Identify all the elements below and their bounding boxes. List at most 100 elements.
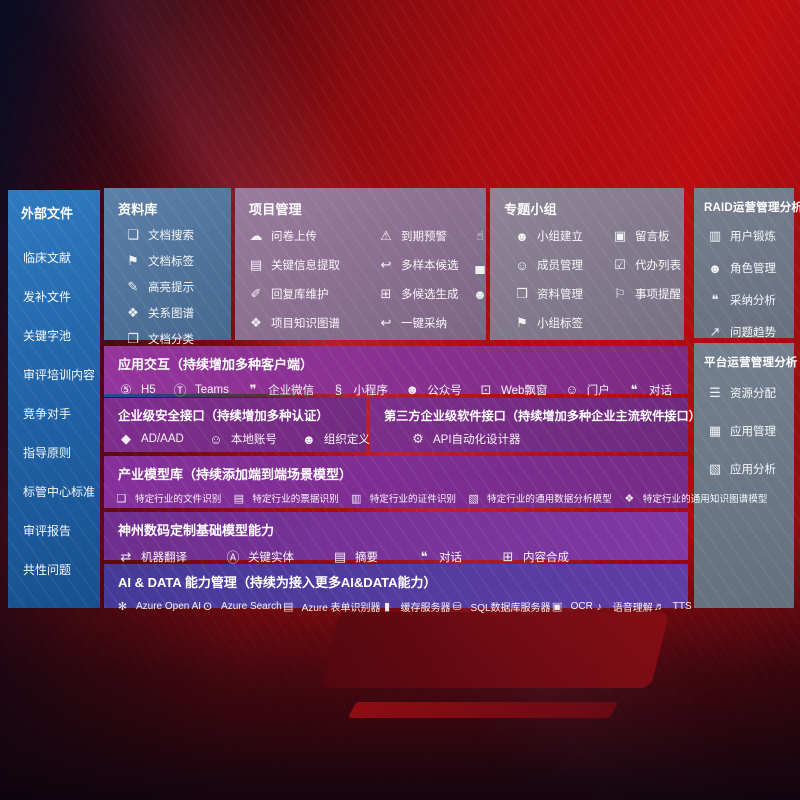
item-label: 内容合成	[523, 551, 569, 564]
item-sql-server[interactable]: ⛁ SQL数据库服务器	[451, 599, 550, 614]
item-doc-tags[interactable]: ⚑ 文档标签	[125, 253, 231, 269]
grid-plus-icon: ⊞	[502, 548, 514, 564]
item-key-info-extract[interactable]: ▤ 关键信息提取	[248, 257, 378, 273]
item-dialog[interactable]: ❝ 对话	[626, 381, 673, 398]
item-todo-list[interactable]: ☑ 代办列表	[612, 257, 684, 273]
item-doc-classify[interactable]: ❐ 文档分类	[125, 331, 231, 347]
item-summary[interactable]: ▤ 摘要	[332, 549, 378, 565]
item-label: Teams	[194, 383, 229, 396]
extract-doc-icon: ▤	[249, 257, 263, 272]
thirdparty-software-row: 第三方企业级软件接口（持续增加多种企业主流软件接口） ⚙ API自动化设计器	[370, 398, 701, 452]
item-cache-server[interactable]: ▮ 缓存服务器	[381, 599, 451, 614]
item-reminders[interactable]: ⚐ 事项提醒	[612, 286, 684, 302]
item-expiry-alert[interactable]: ⚠ 到期预警	[378, 228, 472, 244]
sidebar-item-keyword-pool[interactable]: 关键字池	[23, 327, 100, 344]
item-industry-receipt-recog[interactable]: ▤ 特定行业的票据识别	[232, 491, 339, 506]
item-web-popup[interactable]: ⊡ Web飘窗	[478, 382, 548, 398]
item-group-tags[interactable]: ⚑ 小组标签	[514, 315, 612, 331]
item-doc-search[interactable]: ❏ 文档搜索	[125, 227, 231, 243]
item-one-click-adopt[interactable]: ↩ 一键采纳	[378, 315, 472, 331]
item-ocr[interactable]: ▣ OCR	[551, 600, 593, 613]
item-org-define[interactable]: ☻ 组织定义	[301, 431, 370, 447]
sidebar-item-review-reports[interactable]: 审评报告	[23, 522, 100, 539]
item-content-synthesis[interactable]: ⊞ 内容合成	[500, 549, 569, 565]
item-highlight-tip[interactable]: ✎ 高亮提示	[125, 279, 231, 295]
item-label: API自动化设计器	[433, 434, 521, 446]
item-label: 组织定义	[323, 434, 370, 446]
sidebar-item-supplement-files[interactable]: 发补文件	[23, 288, 100, 305]
thirdparty-items: ⚙ API自动化设计器	[370, 424, 688, 447]
item-label: 缓存服务器	[400, 603, 451, 614]
item-user-training[interactable]: ▥ 用户锻炼	[707, 228, 794, 244]
org-people-icon: ☻	[301, 431, 316, 447]
item-industry-data-model[interactable]: ▧ 特定行业的通用数据分析模型	[467, 491, 611, 506]
item-ad-aad[interactable]: ◆ AD/AAD	[118, 431, 184, 447]
item-app-manage[interactable]: ▦ 应用管理	[707, 423, 794, 439]
item-group-create[interactable]: ☻ 小组建立	[514, 228, 612, 244]
tag-icon: ⚑	[516, 315, 528, 330]
item-message-board[interactable]: ▣ 留言板	[612, 228, 684, 244]
industry-models-row: 产业模型库（持续添加端到端场景模型） ❏ 特定行业的文件识别 ▤ 特定行业的票据识别 ▥…	[104, 456, 767, 508]
item-h5[interactable]: ⑤ H5	[118, 382, 156, 398]
item-multi-sample[interactable]: ↩ 多样本候选	[378, 257, 472, 273]
item-label: 留言板	[635, 231, 670, 243]
item-machine-translation[interactable]: ⇄ 机器翻译	[118, 549, 187, 565]
bbs-board-icon: ▣	[613, 228, 627, 243]
item-issue-trend[interactable]: ↗ 问题趋势	[707, 324, 794, 340]
library-card: 资料库 ❏ 文档搜索 ⚑ 文档标签 ✎ 高亮提示 ❖ 关系图谱 ❐ 文档分类	[104, 188, 231, 346]
item-label: 企业微信	[268, 384, 315, 397]
item-questionnaire-upload[interactable]: ☁ 问卷上传	[248, 228, 378, 244]
item-adoption-analysis[interactable]: ❝ 采纳分析	[707, 292, 794, 308]
item-portal[interactable]: ☺ 门户	[564, 382, 610, 398]
item-key-entity[interactable]: Ⓐ 关键实体	[225, 547, 294, 566]
item-label: 到期预警	[401, 231, 447, 243]
item-official-account[interactable]: ☻ 公众号	[404, 382, 461, 398]
miniprogram-icon: §	[334, 382, 343, 397]
item-reply-library[interactable]: ✐ 回复库维护	[248, 286, 378, 302]
item-label: 发补文件	[23, 290, 72, 304]
sidebar-item-competitors[interactable]: 竞争对手	[23, 405, 100, 422]
foundation-items: ⇄ 机器翻译 Ⓐ 关键实体 ▤ 摘要 ❝ 对话 ⊞ 内容合成	[104, 539, 688, 566]
sidebar-item-review-training[interactable]: 审评培训内容	[23, 366, 100, 383]
item-resource-alloc[interactable]: ☰ 资源分配	[707, 385, 794, 401]
item-label: 特定行业的票据识别	[252, 494, 339, 505]
item-knowledge-graph[interactable]: ❖ 项目知识图谱	[248, 315, 378, 331]
item-member-manage[interactable]: ☺ 成员管理	[514, 257, 612, 273]
item-app-analysis[interactable]: ▧ 应用分析	[707, 461, 794, 477]
people-icon: ☻	[405, 382, 420, 397]
item-industry-kg-model[interactable]: ❖ 特定行业的通用知识图谱模型	[623, 491, 767, 506]
decor-blue-line	[104, 394, 372, 397]
item-api-designer[interactable]: ⚙ API自动化设计器	[410, 431, 521, 447]
app-interaction-row: 应用交互（持续增加多种客户端） ⑤ H5 Ⓣ Teams ❞ 企业微信 § 小程序 ☻ 公众号 ⊡ W…	[104, 346, 688, 398]
item-role-manage[interactable]: ☻ 角色管理	[707, 260, 794, 276]
item-miniprogram[interactable]: § 小程序	[330, 382, 388, 398]
item-label: 关键信息提取	[271, 260, 340, 272]
bell-icon: ⚐	[614, 286, 626, 301]
sidebar-item-cde-standards[interactable]: 标管中心标准	[23, 483, 100, 500]
item-local-account[interactable]: ☺ 本地账号	[208, 431, 277, 447]
item-material-manage[interactable]: ❒ 资料管理	[514, 286, 612, 302]
item-azure-form[interactable]: ▤ Azure 表单识别器	[282, 599, 381, 614]
item-multi-generate[interactable]: ⊞ 多候选生成	[378, 286, 472, 302]
sidebar-item-guidelines[interactable]: 指导原则	[23, 444, 100, 461]
item-label: 审评培训内容	[23, 368, 96, 382]
speaker-icon: ♬	[653, 600, 665, 613]
search-doc-icon: ʘ	[203, 600, 212, 613]
item-industry-file-recog[interactable]: ❏ 特定行业的文件识别	[115, 491, 222, 506]
sidebar-item-common-issues[interactable]: 共性问题	[23, 561, 100, 578]
item-dialogue[interactable]: ❝ 对话	[416, 549, 463, 565]
item-industry-id-recog[interactable]: ▥ 特定行业的证件识别	[350, 491, 456, 506]
tag-icon: ⚑	[127, 253, 139, 268]
item-wecom[interactable]: ❞ 企业微信	[245, 382, 315, 398]
item-label: 本地账号	[230, 434, 277, 446]
sidebar-item-clinical-literature[interactable]: 临床文献	[23, 249, 100, 266]
item-tts[interactable]: ♬ TTS	[653, 601, 692, 613]
item-speech-understanding[interactable]: ♪ 语音理解	[593, 599, 653, 615]
item-relation-graph[interactable]: ❖ 关系图谱	[125, 305, 231, 321]
chat-people-icon: ❝	[630, 381, 638, 397]
gear-icon: ⚙	[412, 431, 424, 446]
item-azure-openai[interactable]: ✻ Azure Open AI	[116, 600, 201, 613]
item-label: 项目知识图谱	[271, 318, 340, 330]
external-files-list: 临床文献发补文件关键字池审评培训内容 竞争对手指导原则标管中心标准 审评报告共性问题	[8, 249, 100, 578]
item-azure-search[interactable]: ʘ Azure Search	[201, 600, 281, 613]
